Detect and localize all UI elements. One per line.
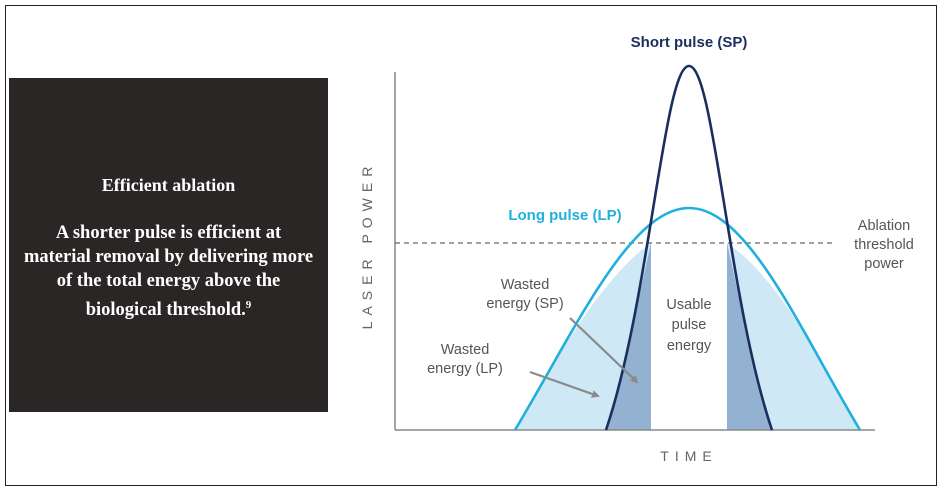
y-axis-label: LASER POWER	[359, 161, 375, 330]
wasted-sp-area-left	[606, 243, 651, 430]
threshold-label-line-1: Ablation	[858, 218, 910, 234]
wasted-lp-label-line-1: Wasted	[441, 342, 490, 358]
threshold-label-line-3: power	[864, 256, 904, 272]
panel-body: A shorter pulse is efficient at material…	[23, 221, 314, 322]
threshold-label-line-2: threshold	[854, 237, 914, 253]
footnote-marker: 9	[245, 299, 252, 311]
wasted-sp-label-line-1: Wasted	[501, 277, 550, 293]
short-pulse-label: Short pulse (SP)	[631, 34, 748, 51]
usable-label-line-2: pulse	[672, 317, 707, 333]
panel-body-text: A shorter pulse is efficient at material…	[23, 223, 314, 321]
wasted-lp-arrow	[529, 370, 600, 398]
caption-panel: Efficient ablation A shorter pulse is ef…	[9, 78, 328, 412]
short-pulse-curve	[604, 64, 774, 431]
wasted-lp-area-left	[515, 243, 651, 430]
wasted-lp-area-right	[727, 243, 860, 430]
long-pulse-curve	[513, 206, 862, 431]
figure-frame	[5, 5, 937, 486]
panel-title: Efficient ablation	[101, 175, 236, 195]
usable-label-line-1: Usable	[666, 297, 711, 313]
long-pulse-label: Long pulse (LP)	[508, 207, 621, 224]
wasted-sp-area-right	[727, 243, 772, 430]
wasted-sp-arrow	[569, 317, 639, 384]
x-axis-label: TIME	[660, 448, 717, 464]
wasted-lp-label-line-2: energy (LP)	[427, 361, 503, 377]
usable-label-line-3: energy	[667, 338, 712, 354]
wasted-sp-label-line-2: energy (SP)	[486, 296, 563, 312]
